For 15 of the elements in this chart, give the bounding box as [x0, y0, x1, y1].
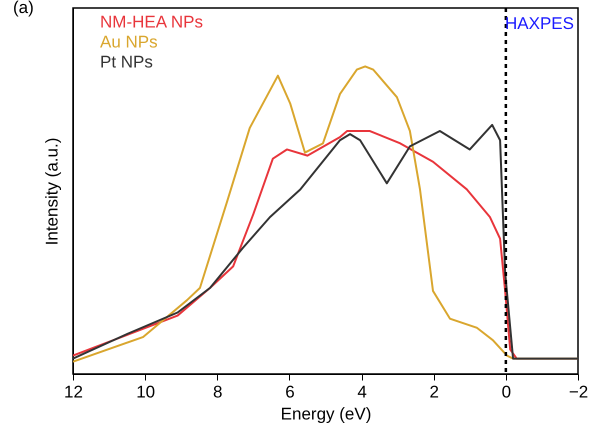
- x-tick-label: 8: [213, 382, 223, 402]
- y-axis-title: Intensity (a.u.): [42, 138, 62, 246]
- x-tick-label: 10: [136, 382, 156, 402]
- x-tick-label: −2: [568, 382, 588, 402]
- text: NM-HEA NPs: [100, 12, 203, 32]
- x-tick-label: 4: [357, 382, 367, 402]
- text: Pt NPs: [100, 52, 153, 72]
- x-tick-label: 6: [285, 382, 295, 402]
- x-tick-label: 0: [502, 382, 512, 402]
- text: HAXPES: [505, 14, 574, 33]
- x-tick-label: 2: [429, 382, 439, 402]
- x-axis-title: Energy (eV): [280, 404, 372, 424]
- x-tick-label: 12: [64, 382, 83, 402]
- text: Au NPs: [100, 32, 158, 52]
- text: (a): [13, 0, 34, 17]
